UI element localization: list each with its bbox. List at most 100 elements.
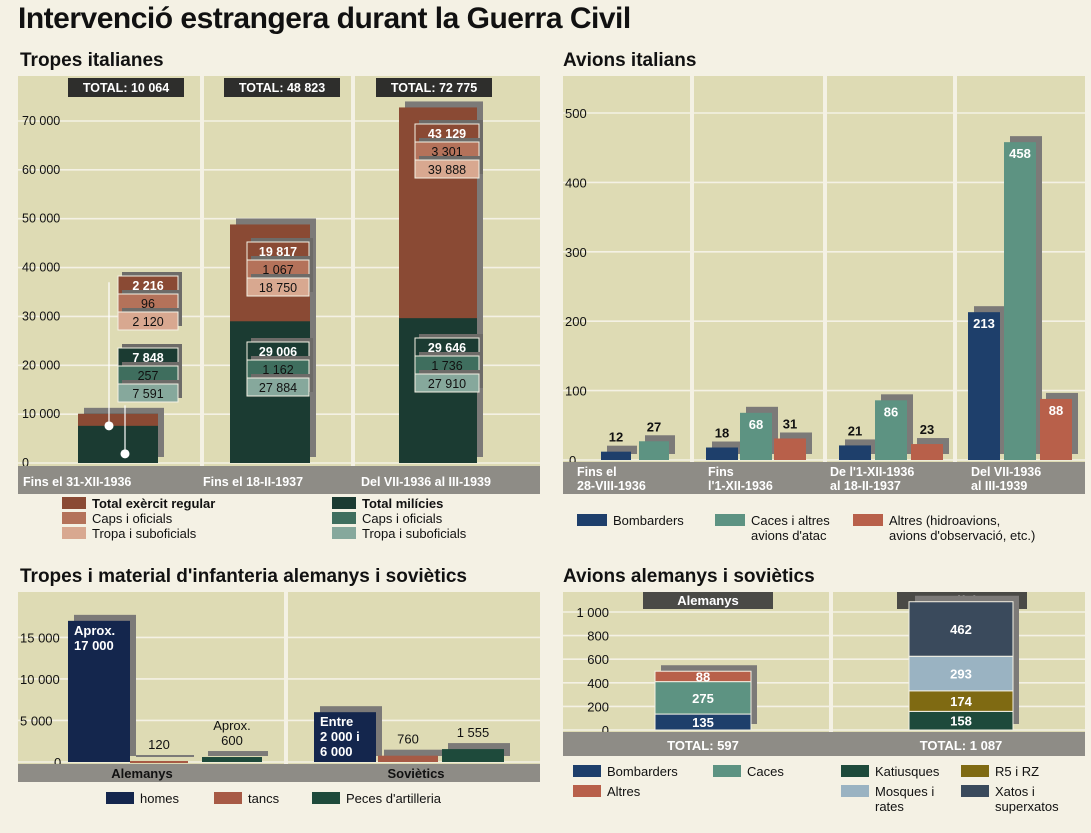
y-tick-label: 500 [565,106,587,121]
bar-bombarders [968,312,1000,460]
legend-bg [18,494,540,551]
value-label: 88 [696,669,710,684]
value-label: 18 750 [259,281,297,295]
x-tick-label: Fins [708,465,734,479]
category-band [18,764,540,782]
y-tick-label: 200 [565,314,587,329]
panel-title-tropes-material: Tropes i material d'infanteria alemanys … [20,566,467,587]
legend-label: Xatos i [995,784,1035,799]
bar-peces [442,749,504,762]
page-title: Intervenció estrangera durant la Guerra … [18,2,631,35]
value-label: 29 646 [428,341,466,355]
y-tick-label: 600 [587,652,609,667]
connector-dot [104,421,114,431]
legend-swatch [573,785,601,797]
x-tick-label: al 18-II-1937 [830,479,901,493]
panel-title-tropes-italianes: Tropes italianes [20,50,164,71]
bar-homes [314,712,376,762]
legend-label: Bombarders [607,764,678,779]
legend-bg [18,782,540,814]
y-tick-label: 30 000 [22,309,60,323]
value-box [414,159,480,179]
y-tick-label: 10 000 [20,672,60,687]
legend-label: Caces i altres [751,513,830,528]
y-tick-label: 0 [22,456,29,470]
x-tick-label: Fins el 31-XII-1936 [23,475,131,489]
total-label: TOTAL: 48 823 [239,81,325,95]
total-badge [224,78,340,97]
bar-altres [911,444,943,460]
x-tick-label: Del VII-1936 [971,465,1041,479]
value-box [246,277,310,297]
legend-swatch [62,527,86,539]
value-label: 2 000 i [320,729,360,744]
value-label: 19 817 [259,245,297,259]
value-label: Aprox. [213,718,251,733]
value-label: 1 162 [262,363,293,377]
value-label: 39 888 [428,163,466,177]
total-badge [376,78,492,97]
value-label: 275 [692,691,714,706]
legend-label: Caps i oficials [92,511,173,526]
y-tick-label: 15 000 [20,630,60,645]
value-label: 2 120 [132,315,163,329]
legend-label: Tropa i suboficials [92,526,197,541]
value-label: 1 067 [262,263,293,277]
y-tick-label: 60 000 [22,163,60,177]
panel-tropes-italianes: 0 10 000 20 000 30 000 40 000 50 000 60 000 70 … [18,76,540,551]
x-tick-label: Fins el 18-II-1937 [203,475,303,489]
y-tick-label: 0 [569,453,576,468]
total-label: TOTAL: 1 087 [920,738,1003,753]
value-label: 1 555 [457,725,490,740]
bar-total-exercit-regular [78,413,158,426]
legend-bg [563,756,1085,814]
value-label: 213 [973,316,995,331]
total-label: TOTAL: 72 775 [391,81,477,95]
bar-bombarders [601,451,631,460]
legend-swatch [841,785,869,797]
legend-swatch [62,497,86,509]
legend-swatch [713,765,741,777]
x-tick-label: Fins el [577,465,617,479]
y-tick-label: 400 [587,676,609,691]
y-tick-label: 800 [587,629,609,644]
value-label: 68 [749,417,763,432]
stack-segment-caces [654,681,752,715]
legend-label: tancs [248,791,280,806]
value-label: 6 000 [320,744,353,759]
legend-label: avions d'observació, etc.) [889,528,1035,543]
legend-label: Total exèrcit regular [92,496,215,511]
legend-swatch [961,765,989,777]
value-label: Aprox. [74,623,115,638]
legend-swatch [332,512,356,524]
value-label: 12 [609,430,623,445]
bar-caces [1004,142,1036,460]
x-tick-label: Soviètics [387,766,444,781]
y-tick-label: 40 000 [22,261,60,275]
panel-title-avions-italians: Avions italians [563,50,697,71]
legend-swatch [841,765,869,777]
legend-label: Katiusques [875,764,940,779]
value-label: 27 884 [259,381,297,395]
y-tick-label: 400 [565,175,587,190]
value-label: 1 736 [431,359,462,373]
value-label: 760 [397,732,419,747]
bar-tancs-shadow [136,755,194,758]
bar-bombarders-shadow [607,445,637,454]
y-tick-label: 0 [54,755,61,770]
x-tick-label: De l'1-XII-1936 [830,465,914,479]
value-label: 462 [950,622,972,637]
value-label: 88 [1049,403,1063,418]
legend-label: Caps i oficials [362,511,443,526]
bar-peces-shadow [208,751,268,756]
bar-caces [740,412,772,460]
value-label: 158 [950,714,972,729]
y-tick-label: 70 000 [22,114,60,128]
value-label: 135 [692,715,714,730]
value-box [117,383,179,403]
stack-segment-altres [654,670,752,683]
value-label: 7 848 [132,351,163,365]
value-label: 27 [647,419,661,434]
y-tick-label: 50 000 [22,212,60,226]
